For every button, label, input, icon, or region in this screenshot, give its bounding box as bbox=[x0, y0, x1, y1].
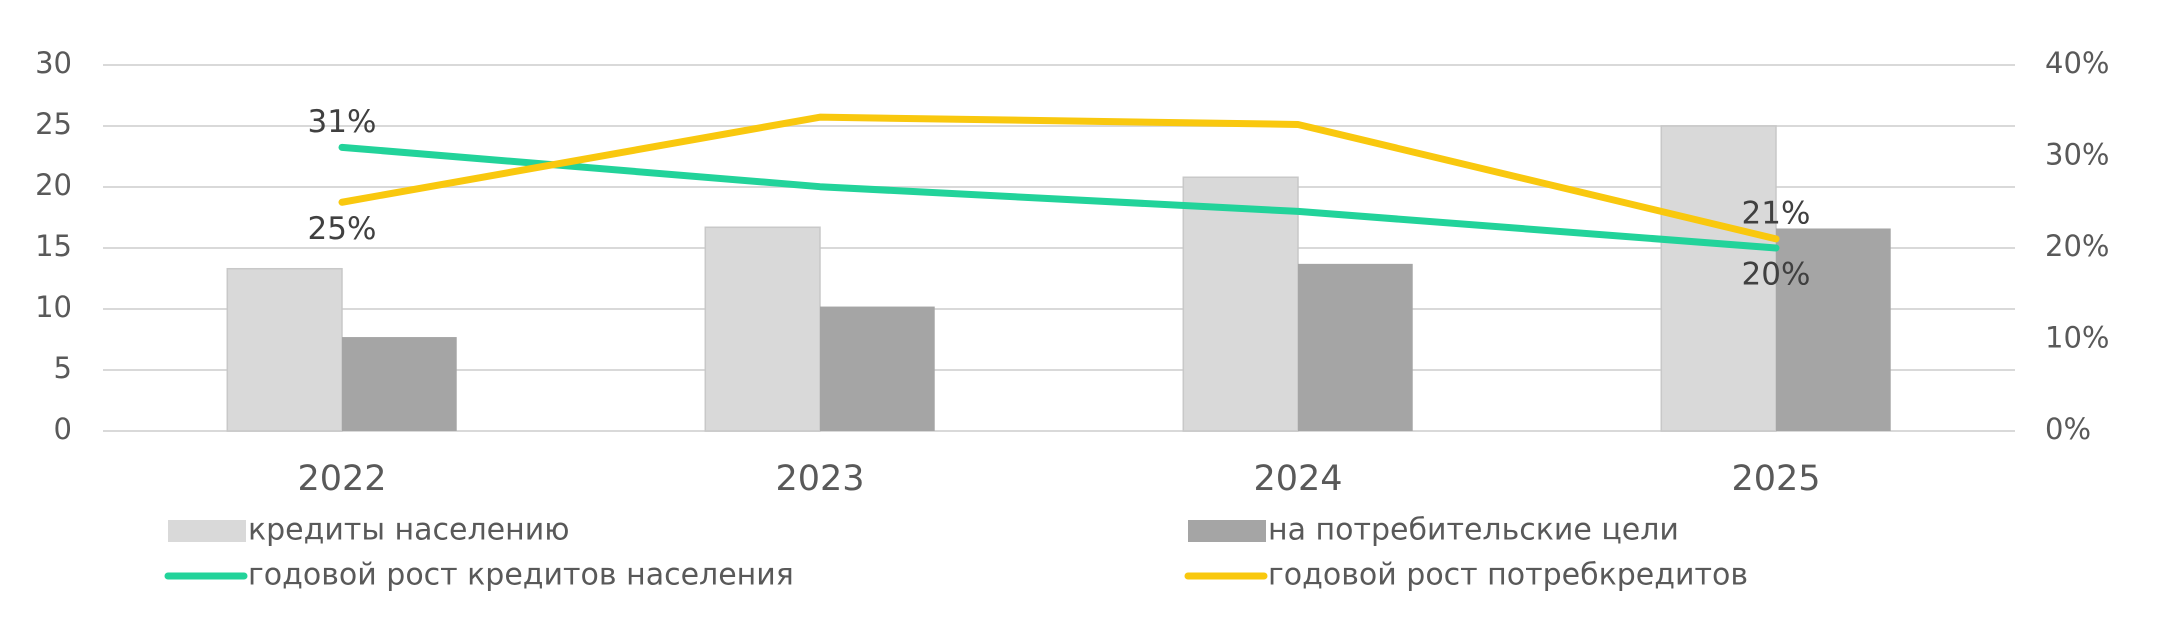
x-tick-label: 2024 bbox=[1253, 459, 1342, 499]
x-tick-label: 2022 bbox=[297, 459, 386, 499]
bar bbox=[1298, 263, 1413, 431]
value-label: 21% bbox=[1742, 195, 1811, 231]
x-tick-label: 2025 bbox=[1731, 459, 1820, 499]
y2-tick-label: 30% bbox=[2045, 138, 2109, 172]
bar bbox=[1660, 125, 1777, 432]
line bbox=[338, 143, 1780, 252]
y2-tick-label: 0% bbox=[2045, 412, 2091, 446]
legend-label: кредиты населению bbox=[248, 513, 570, 548]
y-tick-label: 0 bbox=[54, 412, 72, 446]
bar bbox=[1182, 176, 1299, 432]
y-tick-label: 5 bbox=[54, 351, 72, 385]
bar bbox=[820, 306, 935, 431]
bar bbox=[342, 337, 457, 431]
value-label: 20% bbox=[1742, 257, 1811, 293]
legend-swatch bbox=[1188, 520, 1266, 542]
y-tick-label: 20 bbox=[35, 168, 72, 202]
value-label: 31% bbox=[308, 104, 377, 140]
bar bbox=[226, 267, 343, 432]
y-tick-label: 15 bbox=[35, 229, 72, 263]
y2-tick-label: 10% bbox=[2045, 321, 2109, 355]
legend-swatch bbox=[168, 520, 246, 542]
line bbox=[338, 113, 1780, 243]
value-label: 25% bbox=[308, 211, 377, 247]
bar bbox=[1776, 228, 1891, 431]
legend-label: на потребительские цели bbox=[1268, 513, 1679, 548]
y2-tick-label: 20% bbox=[2045, 229, 2109, 263]
y-tick-label: 25 bbox=[35, 107, 72, 141]
y-tick-label: 30 bbox=[35, 46, 72, 80]
legend-label: годовой рост потребкредитов bbox=[1268, 558, 1748, 593]
legend-label: годовой рост кредитов населения bbox=[248, 558, 794, 593]
y2-tick-label: 40% bbox=[2045, 46, 2109, 80]
y-tick-label: 10 bbox=[35, 290, 72, 324]
bar bbox=[704, 226, 821, 432]
x-tick-label: 2023 bbox=[775, 459, 864, 499]
